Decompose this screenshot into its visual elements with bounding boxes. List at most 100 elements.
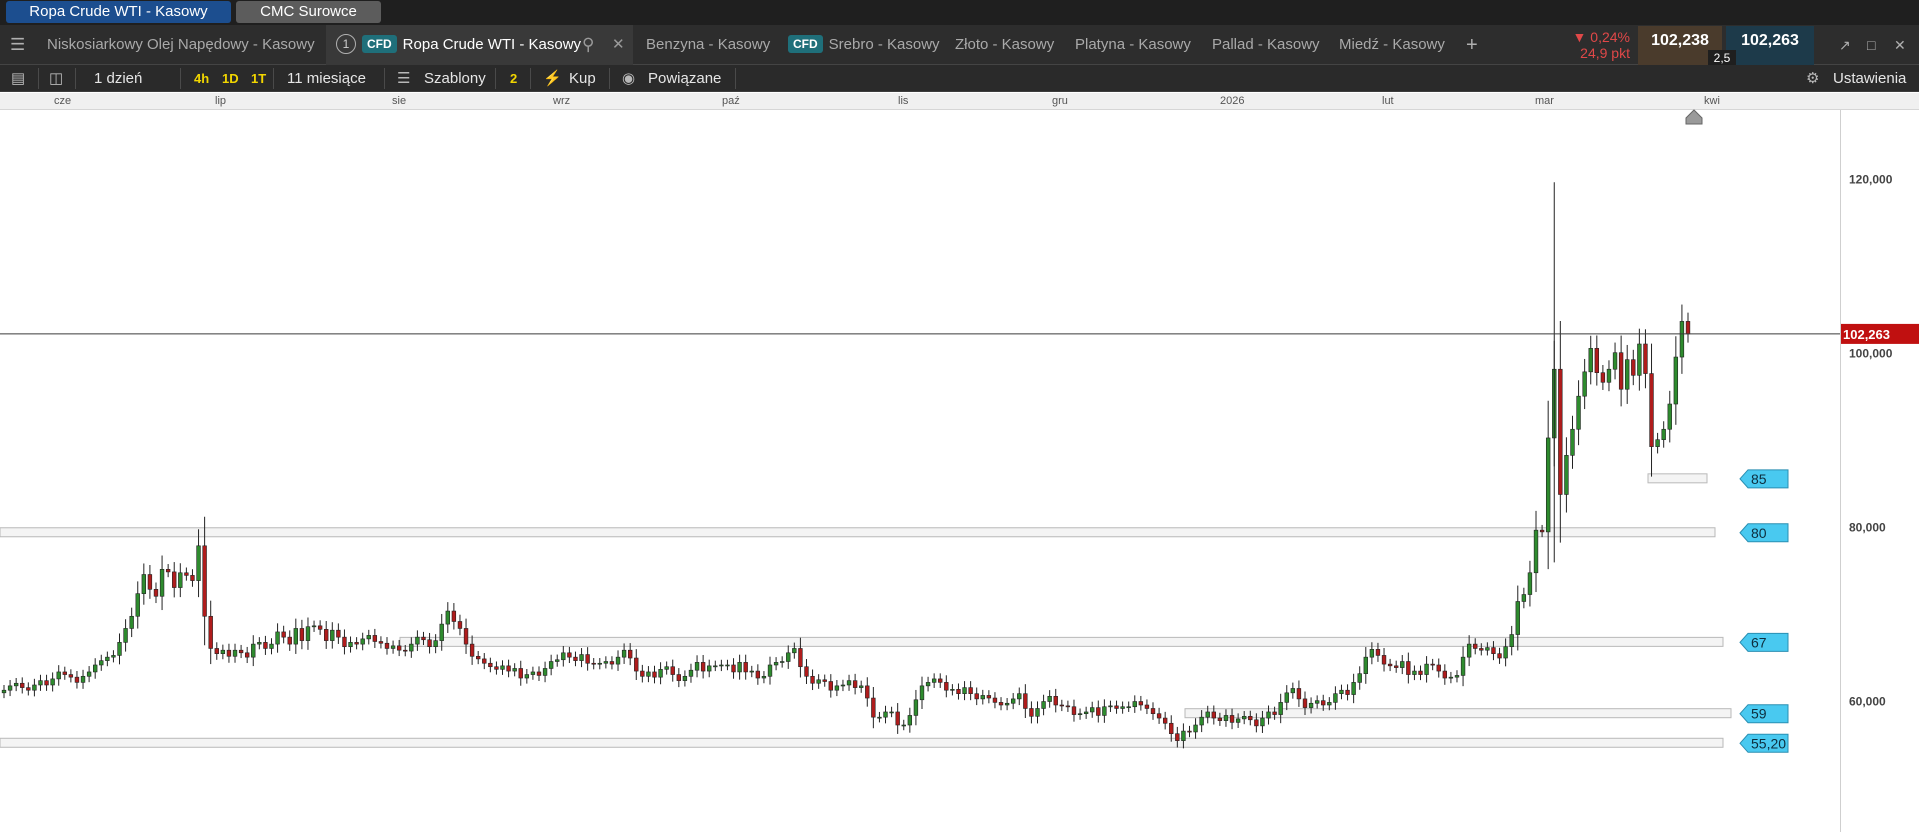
candle-body [1053,695,1058,706]
candle-body [1162,717,1168,724]
tab-copper[interactable]: Miedź - Kasowy [1339,25,1445,65]
templates-button[interactable]: Szablony [424,70,486,87]
x-tick-label: lut [1382,95,1394,107]
candle-body [992,697,998,703]
candle-body [1661,428,1666,440]
candle-body [755,670,761,679]
candle-body [1169,722,1174,735]
settings-button[interactable]: Ustawienia [1833,70,1907,87]
candle-body [415,636,420,645]
interval-1d-button[interactable]: 1D [222,71,239,86]
candle-body [1,689,7,694]
level-label-tag [1739,632,1789,652]
popout-icon[interactable]: □ [1867,37,1876,53]
candle-body [1272,711,1277,715]
interval-select[interactable]: 1 dzień [94,70,143,87]
tab-platinum[interactable]: Platyna - Kasowy [1075,25,1191,65]
candle-body [579,654,584,661]
candle-body [1102,706,1107,716]
candle-body [670,666,675,675]
gear-icon[interactable]: ⚙ [1806,70,1820,87]
candle-body [1248,716,1253,721]
candle-body [1533,529,1539,574]
candle-body [737,662,742,673]
hamburger-menu-icon[interactable]: ☰ [10,35,26,54]
tab-silver[interactable]: CFD Srebro - Kasowy [788,25,940,65]
candle-body [1077,713,1083,715]
interval-4h-button[interactable]: 4h [194,71,210,86]
candle-body [555,659,560,662]
candle-body [324,629,329,641]
linked-button[interactable]: Powiązane [648,70,722,87]
candle-body [1150,708,1156,714]
collapse-icon[interactable]: ↗ [1839,37,1851,53]
candle-body [135,593,140,617]
candle-body [773,662,779,666]
candle-body [390,645,396,649]
tab-label: Srebro - Kasowy [828,36,940,53]
candle-body [26,687,31,691]
candle-body [1387,663,1393,667]
tab-heating-oil[interactable]: Niskosiarkowy Olej Napędowy - Kasowy [38,25,323,65]
candle-body [50,678,55,686]
candle-body [469,643,475,657]
list-icon[interactable]: ▤ [11,70,26,87]
candle-body [1357,673,1362,683]
candle-body [1217,717,1223,721]
candle-body [597,662,602,665]
candle-body [184,572,189,576]
candle-body [713,665,718,668]
candle-body [141,574,147,594]
tab-palladium[interactable]: Pallad - Kasowy [1212,25,1320,65]
window-tab-wti[interactable]: Ropa Crude WTI - Kasowy [6,1,231,23]
candle-body [567,652,572,658]
x-tick-label: gru [1052,95,1068,107]
candle-body [1582,371,1587,397]
candle-body [1351,682,1356,695]
buy-button[interactable]: Kup [569,70,596,87]
tab-gasoline[interactable]: Benzyna - Kasowy [646,25,770,65]
candle-body [1430,663,1435,666]
current-price-label: 102,263 [1843,327,1890,342]
level-label: 85 [1751,471,1767,487]
level-label: 55,20 [1751,735,1786,751]
candle-body [494,666,499,670]
tab-gold[interactable]: Złoto - Kasowy [955,25,1054,65]
add-tab-icon[interactable]: + [1466,34,1478,56]
layout-icon[interactable]: ◫ [49,70,64,87]
search-icon[interactable]: ⚲ [582,35,595,54]
candle-body [1485,647,1490,651]
candle-body [244,652,250,658]
tab-label: Benzyna - Kasowy [646,36,771,53]
candle-body [1588,348,1593,373]
tab-wti-active[interactable]: 1 CFD Ropa Crude WTI - Kasowy ⚲ ✕ [326,25,633,65]
candle-body [1400,661,1405,668]
sell-price-button[interactable]: 102,238 [1638,26,1722,68]
level-label-tag [1739,469,1789,489]
candle-body [998,702,1004,706]
candle-body [1235,718,1241,723]
candle-body [518,668,523,679]
candle-body [1521,594,1527,602]
candle-body [32,684,37,691]
candle-body [159,568,165,597]
candle-body [1108,705,1113,708]
candle-body [1314,700,1320,704]
candle-body [779,661,785,663]
buy-price-button[interactable]: 102,263 [1726,26,1814,68]
candle-body [512,668,517,672]
spread-badge: 2,5 [1708,50,1736,66]
range-select[interactable]: 11 miesiące [287,70,366,87]
candle-body [986,695,992,699]
candle-body [1229,715,1235,723]
candle-body [968,687,973,694]
close-tab-icon[interactable]: ✕ [612,36,625,53]
interval-1t-button[interactable]: 1T [251,71,267,86]
candle-body [871,697,876,718]
close-window-icon[interactable]: ✕ [1894,37,1906,53]
candle-body [269,643,274,649]
x-tick-label: lis [898,95,909,107]
tab-number-badge: 1 [336,34,356,54]
window-tab-cmc-surowce[interactable]: CMC Surowce [236,1,381,23]
